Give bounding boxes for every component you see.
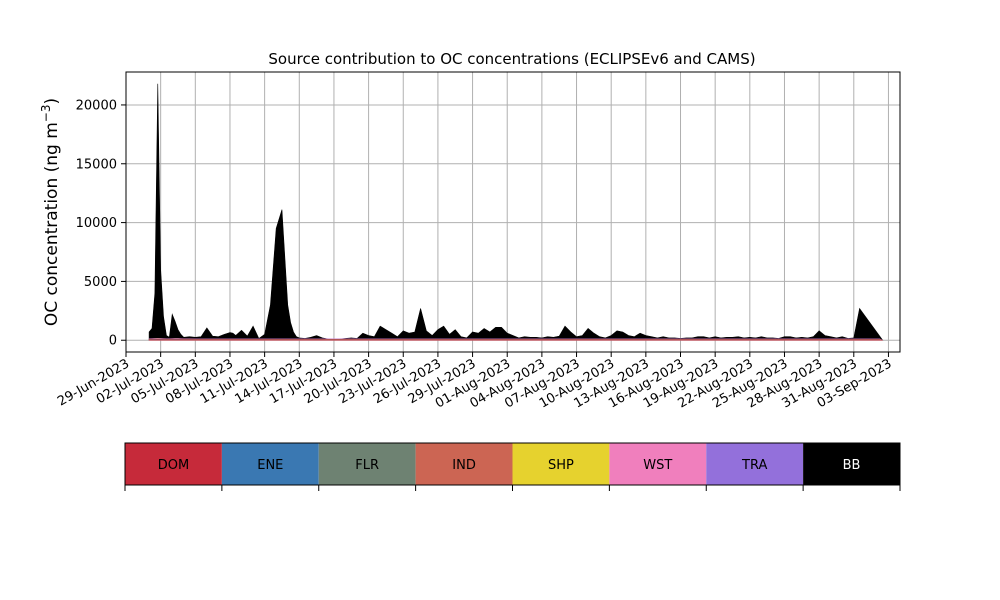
legend-swatch-dom bbox=[125, 443, 222, 485]
y-tick-label: 0 bbox=[109, 334, 117, 349]
legend-label-shp: SHP bbox=[548, 458, 574, 473]
series-area-dom bbox=[148, 339, 883, 341]
legend-swatch-shp bbox=[512, 443, 610, 485]
plot-area bbox=[148, 83, 884, 341]
legend-label-dom: DOM bbox=[158, 458, 189, 473]
y-axis-label-text: OC concentration (ng m bbox=[42, 122, 62, 326]
y-tick-label: 10000 bbox=[76, 216, 117, 231]
legend-label-wst: WST bbox=[643, 458, 672, 473]
series-area-bb bbox=[148, 83, 884, 341]
legend-label-ind: IND bbox=[452, 458, 476, 473]
y-axis-label-close: ) bbox=[42, 98, 62, 105]
legend-swatch-flr bbox=[318, 443, 416, 485]
plot-frame bbox=[125, 71, 901, 353]
legend-swatch-ene bbox=[221, 443, 319, 485]
y-axis: 0 5000 10000 15000 20000 bbox=[76, 98, 126, 349]
legend-swatch-tra bbox=[706, 443, 804, 485]
legend-label-flr: FLR bbox=[355, 458, 379, 473]
legend-label-ene: ENE bbox=[257, 458, 283, 473]
y-tick-label: 15000 bbox=[76, 157, 117, 172]
y-axis-label-unit-exponent: −3 bbox=[39, 104, 53, 122]
legend-swatch-wst bbox=[609, 443, 707, 485]
legend-swatch-ind bbox=[415, 443, 513, 485]
legend: DOM ENE FLR IND SHP WST TRA BB bbox=[124, 442, 901, 491]
chart-title: Source contribution to OC concentrations… bbox=[268, 50, 755, 68]
legend-label-tra: TRA bbox=[741, 458, 767, 473]
svg-text:OC concentration (ng m−3): OC concentration (ng m−3) bbox=[39, 98, 62, 326]
y-axis-label: OC concentration (ng m−3) bbox=[39, 98, 62, 326]
y-tick-label: 20000 bbox=[76, 98, 117, 113]
x-axis: 29-Jun-202302-Jul-202305-Jul-202308-Jul-… bbox=[55, 352, 894, 412]
legend-label-bb: BB bbox=[843, 458, 861, 473]
grid bbox=[125, 72, 900, 352]
legend-swatch-bb bbox=[803, 443, 900, 485]
y-tick-label: 5000 bbox=[84, 275, 117, 290]
